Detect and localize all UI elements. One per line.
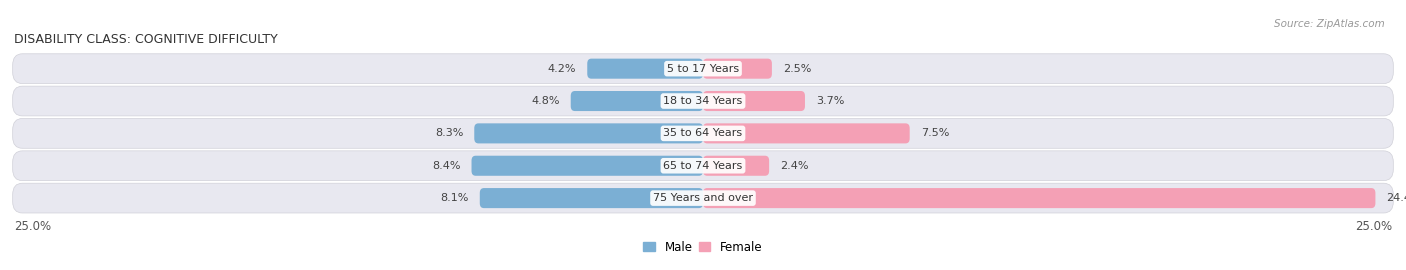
- FancyBboxPatch shape: [474, 123, 703, 143]
- FancyBboxPatch shape: [703, 156, 769, 176]
- FancyBboxPatch shape: [703, 188, 1375, 208]
- FancyBboxPatch shape: [13, 86, 1393, 116]
- Text: 4.8%: 4.8%: [531, 96, 560, 106]
- Text: 25.0%: 25.0%: [14, 220, 51, 233]
- Text: DISABILITY CLASS: COGNITIVE DIFFICULTY: DISABILITY CLASS: COGNITIVE DIFFICULTY: [14, 33, 278, 46]
- Text: 8.3%: 8.3%: [434, 128, 463, 139]
- FancyBboxPatch shape: [471, 156, 703, 176]
- Text: 25.0%: 25.0%: [1355, 220, 1392, 233]
- FancyBboxPatch shape: [703, 123, 910, 143]
- Text: Source: ZipAtlas.com: Source: ZipAtlas.com: [1274, 19, 1385, 29]
- Text: 4.2%: 4.2%: [548, 64, 576, 74]
- FancyBboxPatch shape: [13, 151, 1393, 181]
- Text: 65 to 74 Years: 65 to 74 Years: [664, 161, 742, 171]
- Text: 8.1%: 8.1%: [440, 193, 468, 203]
- Text: 5 to 17 Years: 5 to 17 Years: [666, 64, 740, 74]
- FancyBboxPatch shape: [703, 59, 772, 79]
- Text: 75 Years and over: 75 Years and over: [652, 193, 754, 203]
- FancyBboxPatch shape: [13, 183, 1393, 213]
- Text: 18 to 34 Years: 18 to 34 Years: [664, 96, 742, 106]
- Text: 7.5%: 7.5%: [921, 128, 949, 139]
- FancyBboxPatch shape: [479, 188, 703, 208]
- FancyBboxPatch shape: [588, 59, 703, 79]
- FancyBboxPatch shape: [13, 54, 1393, 83]
- Legend: Male, Female: Male, Female: [644, 241, 762, 254]
- FancyBboxPatch shape: [703, 91, 806, 111]
- Text: 24.4%: 24.4%: [1386, 193, 1406, 203]
- Text: 2.4%: 2.4%: [780, 161, 808, 171]
- FancyBboxPatch shape: [571, 91, 703, 111]
- Text: 35 to 64 Years: 35 to 64 Years: [664, 128, 742, 139]
- Text: 3.7%: 3.7%: [815, 96, 845, 106]
- Text: 8.4%: 8.4%: [432, 161, 461, 171]
- FancyBboxPatch shape: [13, 119, 1393, 148]
- Text: 2.5%: 2.5%: [783, 64, 811, 74]
